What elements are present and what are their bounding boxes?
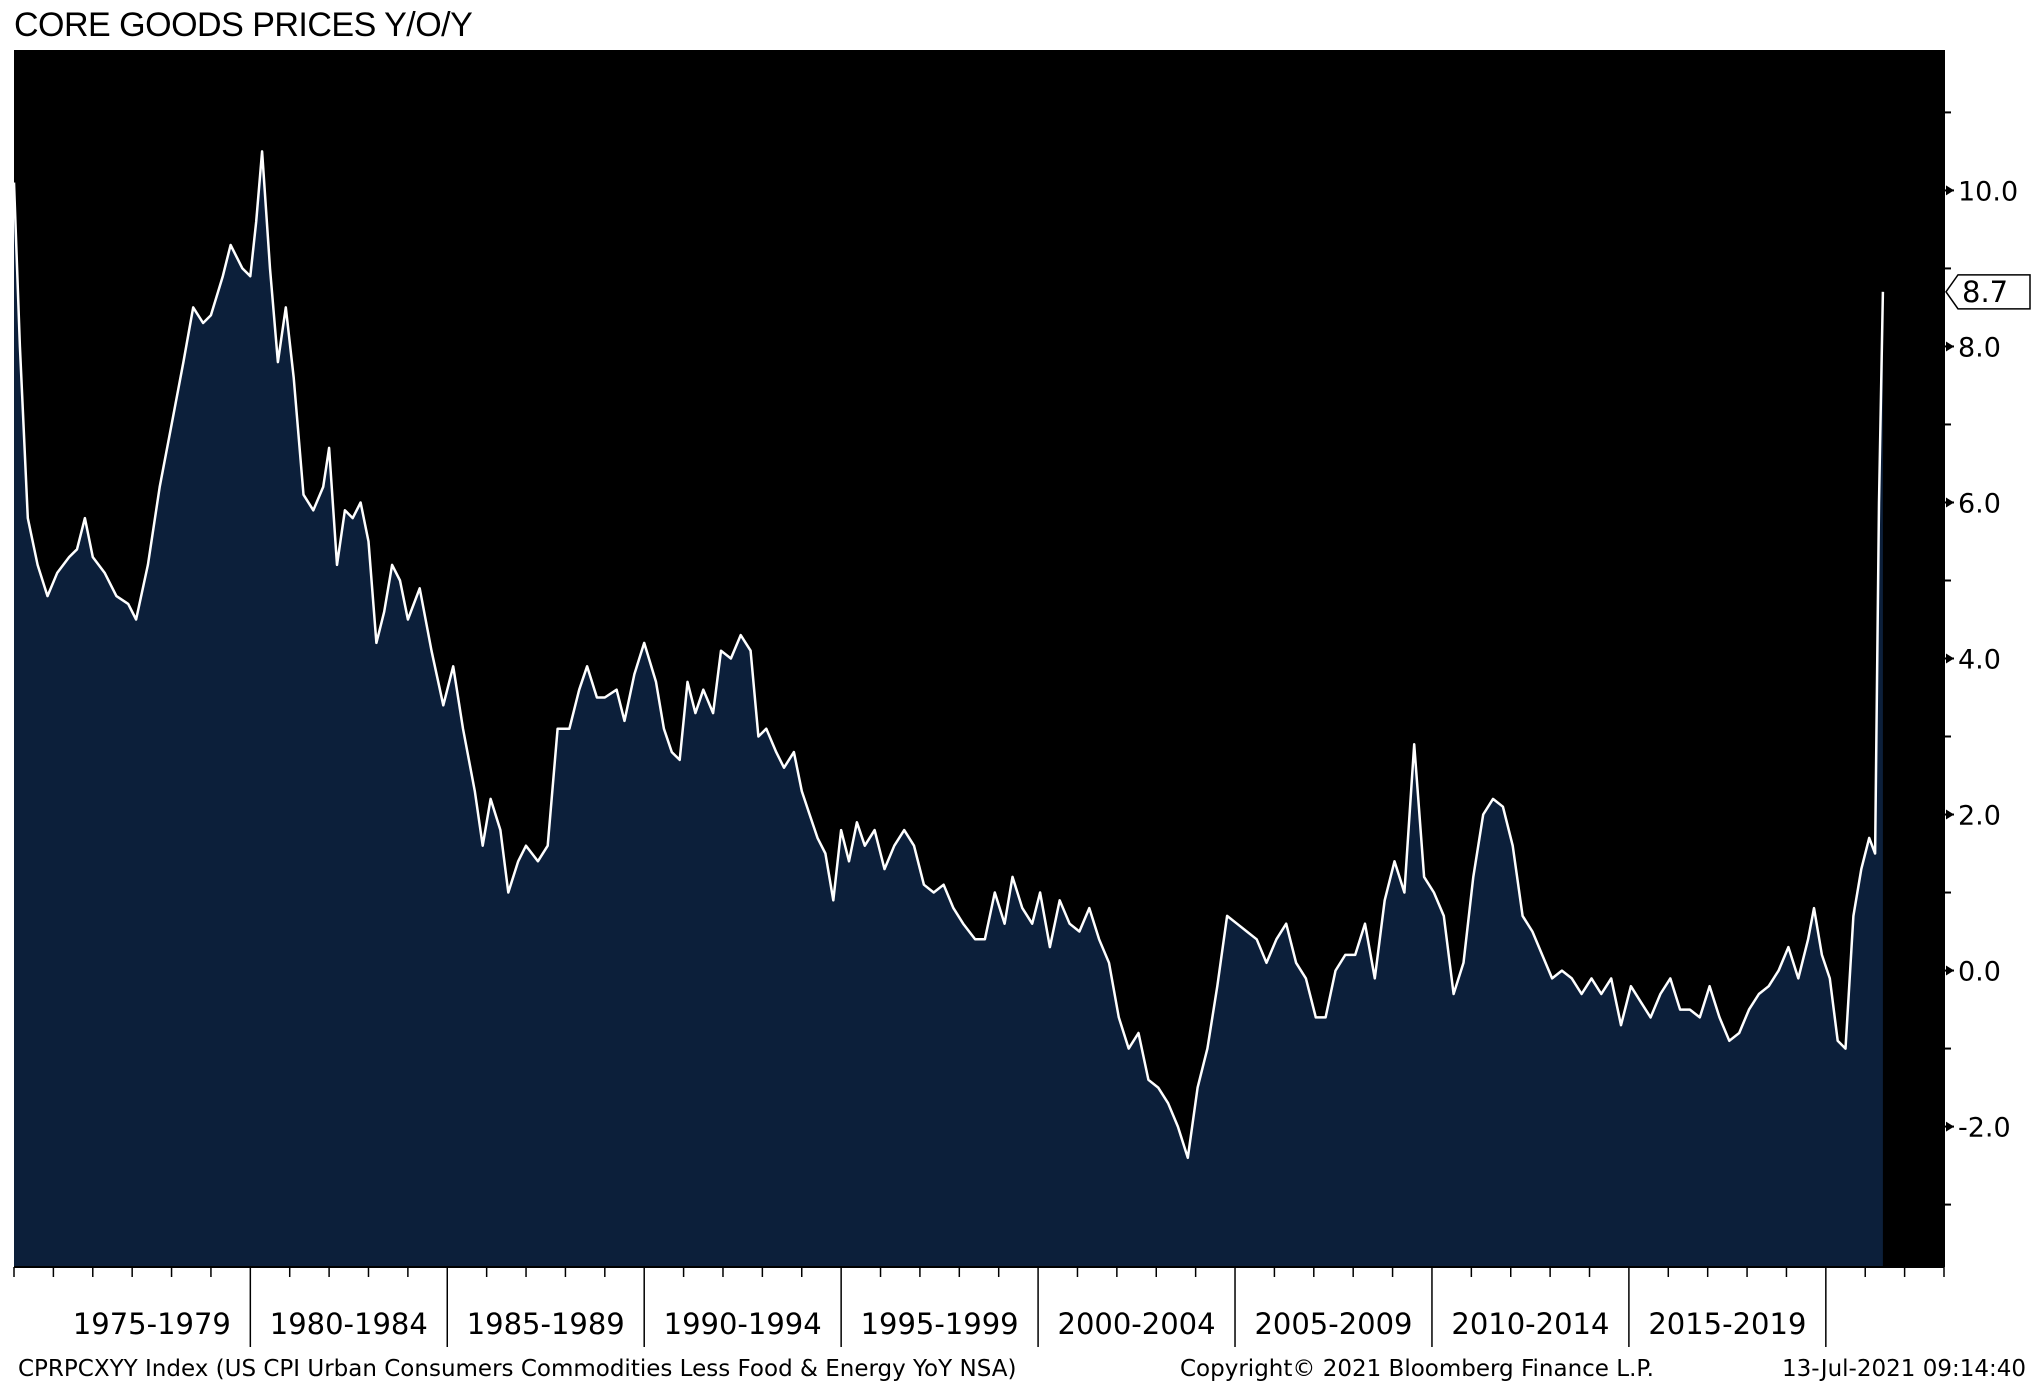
chart-title: CORE GOODS PRICES Y/O/Y	[14, 6, 473, 44]
x-period-label: 2015-2019	[1648, 1307, 1806, 1341]
footer-timestamp: 13-Jul-2021 09:14:40	[1782, 1356, 2026, 1382]
y-tick-marker	[1946, 965, 1954, 976]
y-tick-label: 10.0	[1958, 176, 2018, 207]
series-line	[12, 150, 1885, 1160]
y-tick-marker	[1946, 653, 1954, 664]
x-axis-ticks: 1975-1979 1980-1984 1985-1989 1990-1994 1995…	[13, 1267, 1945, 1347]
area-fill	[14, 151, 1883, 1267]
y-tick-marker	[1946, 341, 1954, 352]
y-tick-label: 0.0	[1958, 957, 2001, 988]
x-period-label: 2010-2014	[1451, 1307, 1609, 1341]
y-axis-ticks: -2.0 0.0 2.0 4.0 6.0 8.0 10.0	[1944, 111, 2018, 1206]
y-tick-marker	[1946, 809, 1954, 820]
x-period-label: 1985-1989	[467, 1307, 625, 1341]
y-tick-marker	[1946, 185, 1954, 196]
x-period-label: 2005-2009	[1254, 1307, 1412, 1341]
y-tick-label: 4.0	[1958, 645, 2001, 676]
y-tick-marker	[1946, 1121, 1954, 1132]
last-value-label: 8.7	[1962, 275, 2008, 309]
x-period-label: 1980-1984	[270, 1307, 428, 1341]
x-period-label: 1990-1994	[664, 1307, 822, 1341]
y-tick-label: 6.0	[1958, 488, 2001, 519]
footer-copyright: Copyright© 2021 Bloomberg Finance L.P.	[1180, 1356, 1654, 1382]
y-tick-label: -2.0	[1958, 1113, 2011, 1144]
footer-index-description: CPRPCXYY Index (US CPI Urban Consumers C…	[18, 1356, 1016, 1382]
last-value-marker-shape	[1945, 274, 2031, 310]
x-period-label: 1995-1999	[861, 1307, 1019, 1341]
x-period-label: 2000-2004	[1058, 1307, 1216, 1341]
y-tick-marker	[1946, 497, 1954, 508]
y-tick-label: 8.0	[1958, 332, 2001, 363]
y-tick-label: 2.0	[1958, 801, 2001, 832]
last-value-marker: 8.7	[1945, 274, 2031, 310]
x-period-label: 1975-1979	[73, 1307, 231, 1341]
